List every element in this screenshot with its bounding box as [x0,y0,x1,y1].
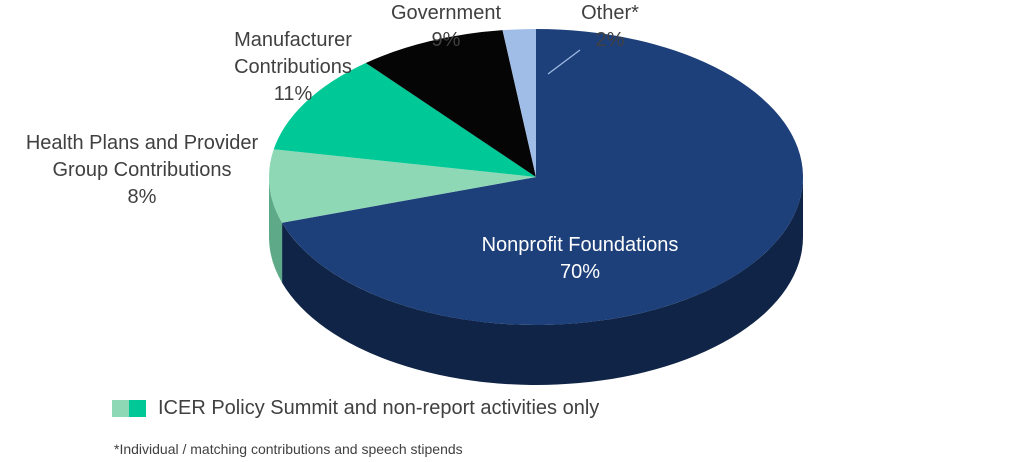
nonprofit-slice-side [282,177,803,385]
government-label: Government 9% [366,0,526,54]
government-label-name: Government [390,2,502,24]
manufacturer-label-line2: Contributions [234,56,352,78]
health-label-line2: Group Contributions [52,159,232,181]
legend-text: ICER Policy Summit and non-report activi… [158,396,600,419]
footnote: *Individual / matching contributions and… [114,441,463,457]
legend-swatch-light-green [112,399,129,417]
nonprofit-slice [282,28,804,326]
other-label-pct: 2% [595,29,625,51]
nonprofit-label-pct: 70% [559,261,601,283]
health-plans-slice-side [269,177,283,283]
health-plans-slice [269,149,536,223]
health-label-line1: Health Plans and Provider [25,132,259,154]
nonprofit-label: Nonprofit Foundations 70% [440,232,720,286]
government-slice [365,30,536,178]
nonprofit-label-name: Nonprofit Foundations [481,234,679,256]
manufacturer-label: Manufacturer Contributions 11% [208,27,378,108]
pie-tops [269,28,804,326]
government-label-pct: 9% [431,29,461,51]
pie-sides [269,177,803,385]
manufacturer-label-line1: Manufacturer [234,29,352,51]
other-label: Other* 2% [560,0,660,54]
legend: ICER Policy Summit and non-report activi… [112,394,599,422]
health-label-pct: 8% [127,186,157,208]
health-label: Health Plans and Provider Group Contribu… [2,130,282,211]
manufacturer-slice [273,62,536,177]
manufacturer-label-pct: 11% [273,83,313,105]
other-leader-line [547,49,581,75]
legend-swatch-green [129,399,146,417]
other-label-name: Other* [581,2,639,24]
other-slice [502,29,536,177]
